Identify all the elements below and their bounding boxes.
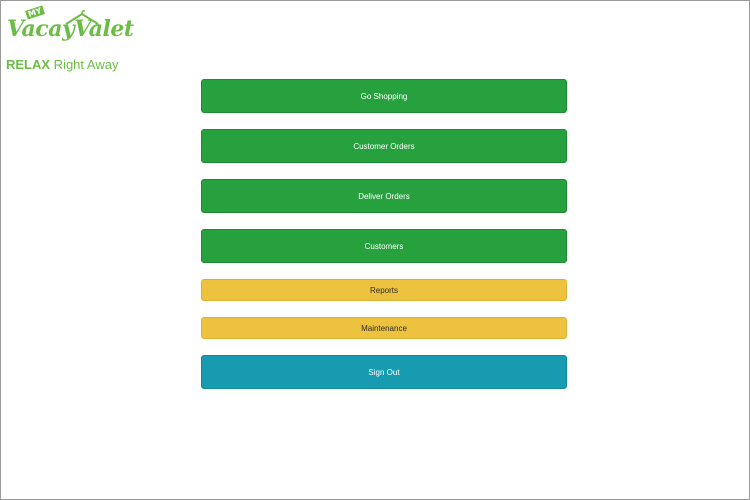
customer-orders-button[interactable]: Customer Orders: [201, 129, 567, 163]
logo-tagline-bold: RELAX: [6, 57, 51, 72]
sign-out-button[interactable]: Sign Out: [201, 355, 567, 389]
logo-name: VacayValet: [7, 16, 134, 42]
maintenance-button[interactable]: Maintenance: [201, 317, 567, 339]
main-menu: Go Shopping Customer Orders Deliver Orde…: [201, 79, 567, 405]
logo-tagline: RELAX Right Away: [6, 57, 118, 72]
go-shopping-button[interactable]: Go Shopping: [201, 79, 567, 113]
customers-button[interactable]: Customers: [201, 229, 567, 263]
hanger-icon: [65, 10, 99, 25]
deliver-orders-button[interactable]: Deliver Orders: [201, 179, 567, 213]
logo-tagline-rest: Right Away: [50, 57, 119, 72]
reports-button[interactable]: Reports: [201, 279, 567, 301]
app-logo[interactable]: MY VacayValet RELAX Right Away: [4, 5, 134, 74]
